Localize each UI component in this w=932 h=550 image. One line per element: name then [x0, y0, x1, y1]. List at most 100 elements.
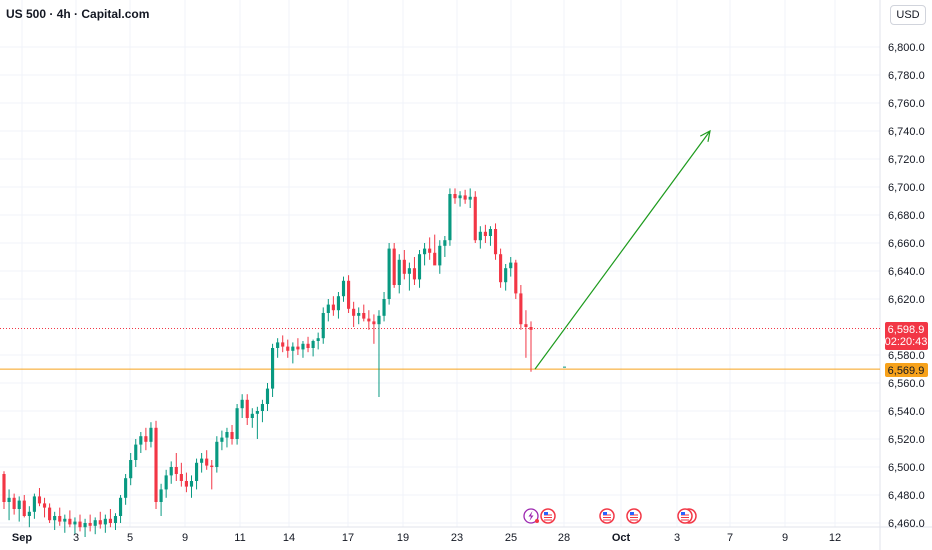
candle-body: [412, 268, 417, 280]
candle-body: [423, 248, 427, 255]
candle-body: [2, 474, 6, 502]
candle-body: [341, 280, 346, 297]
candle-body: [417, 254, 422, 280]
chart-title: US 500 · 4h · Capital.com: [6, 7, 150, 21]
candle-body: [316, 338, 320, 341]
candle-body: [124, 478, 128, 498]
event-icons[interactable]: [523, 366, 697, 524]
candle-body: [194, 462, 199, 481]
candle-body: [270, 348, 275, 389]
y-tick-label: 6,740.0: [888, 126, 925, 138]
candle-body: [169, 467, 173, 476]
candle-body: [402, 259, 406, 274]
candle-body: [377, 315, 381, 325]
y-tick-label: 6,480.0: [888, 490, 925, 502]
y-tick-label: 6,560.0: [888, 378, 925, 390]
y-axis[interactable]: 6,800.0 6,780.0 6,760.0 6,740.0 6,720.0 6,700…: [888, 42, 925, 530]
candle-body: [68, 518, 72, 525]
candle-body: [352, 308, 356, 316]
candle-body: [407, 268, 411, 274]
candle-body: [73, 521, 77, 525]
candle-body: [174, 467, 178, 474]
flag-canton: [630, 512, 634, 515]
candle-body: [164, 475, 168, 490]
candle-body: [433, 252, 437, 266]
candle-body: [524, 324, 528, 327]
projection-arrow[interactable]: [534, 129, 711, 370]
x-tick-label: 7: [727, 532, 733, 544]
candle-body: [159, 489, 163, 502]
arrow-line: [534, 130, 711, 370]
candle-body: [88, 523, 92, 526]
candle-body: [220, 437, 224, 442]
candle-body: [478, 231, 482, 241]
y-tick-label: 6,620.0: [888, 294, 925, 306]
flag-canton: [603, 512, 607, 515]
x-tick-label: Oct: [612, 532, 631, 544]
candle-body: [139, 436, 143, 445]
candle-body: [453, 194, 457, 199]
us-flag-icon: [540, 508, 556, 524]
support-price-badge: [885, 363, 928, 377]
candle-body: [58, 516, 62, 522]
candle-body: [149, 427, 153, 442]
candle-body: [291, 346, 295, 351]
candle-body: [428, 248, 432, 253]
arrow-head: [699, 129, 711, 142]
x-tick-label: 3: [674, 532, 680, 544]
x-tick-label: 9: [182, 532, 188, 544]
candle-body: [118, 497, 123, 516]
candle-body: [286, 346, 290, 351]
us-flag-icon: [599, 508, 615, 524]
y-tick-label: 6,460.0: [888, 518, 925, 530]
candle-body: [240, 399, 244, 409]
current-price-label: 6,598.9: [888, 324, 925, 336]
candle-body: [458, 195, 462, 199]
y-tick-label: 6,640.0: [888, 266, 925, 278]
candle-body: [296, 346, 300, 350]
x-tick-label: Sep: [12, 532, 32, 544]
candle-body: [311, 341, 315, 348]
candle-body: [276, 342, 280, 348]
x-tick-label: 28: [558, 532, 570, 544]
candle-body: [27, 511, 31, 516]
candle-body: [22, 500, 26, 516]
countdown-label: 02:20:43: [885, 336, 928, 348]
candles[interactable]: [2, 188, 533, 537]
candle-body: [514, 262, 518, 294]
x-axis[interactable]: Sep 3 5 9 11 14 17 19 23 25 28 Oct 3 7 9 12: [12, 532, 841, 544]
candle-body: [306, 343, 310, 348]
candle-body: [326, 304, 330, 313]
candle-body: [331, 304, 335, 311]
candle-body: [357, 313, 361, 316]
currency-button[interactable]: USD: [890, 5, 926, 25]
current-price-badge: [885, 322, 928, 350]
candle-body: [387, 248, 391, 299]
candle-body: [250, 413, 254, 418]
candle-body: [129, 460, 133, 479]
us-flag-icon: [626, 508, 642, 524]
candle-body: [392, 248, 396, 285]
candle-body: [321, 313, 325, 339]
candle-body: [108, 518, 112, 523]
y-tick-label: 6,780.0: [888, 70, 925, 82]
flash-icon: [528, 511, 534, 521]
candle-body: [281, 342, 285, 347]
candle-body: [438, 245, 442, 266]
x-tick-label: 9: [782, 532, 788, 544]
y-tick-label: 6,540.0: [888, 406, 925, 418]
candle-body: [113, 516, 118, 523]
candle-body: [48, 507, 52, 521]
y-tick-label: 6,520.0: [888, 434, 925, 446]
candle-body: [235, 408, 239, 439]
x-tick-label: 17: [342, 532, 354, 544]
candle-body: [245, 399, 249, 418]
flag-canton: [681, 512, 685, 515]
support-price-label: 6,569.9: [888, 365, 925, 377]
candle-body: [509, 262, 513, 269]
candle-body: [397, 259, 401, 285]
x-tick-label: 14: [283, 532, 295, 544]
candle-body: [37, 496, 42, 504]
